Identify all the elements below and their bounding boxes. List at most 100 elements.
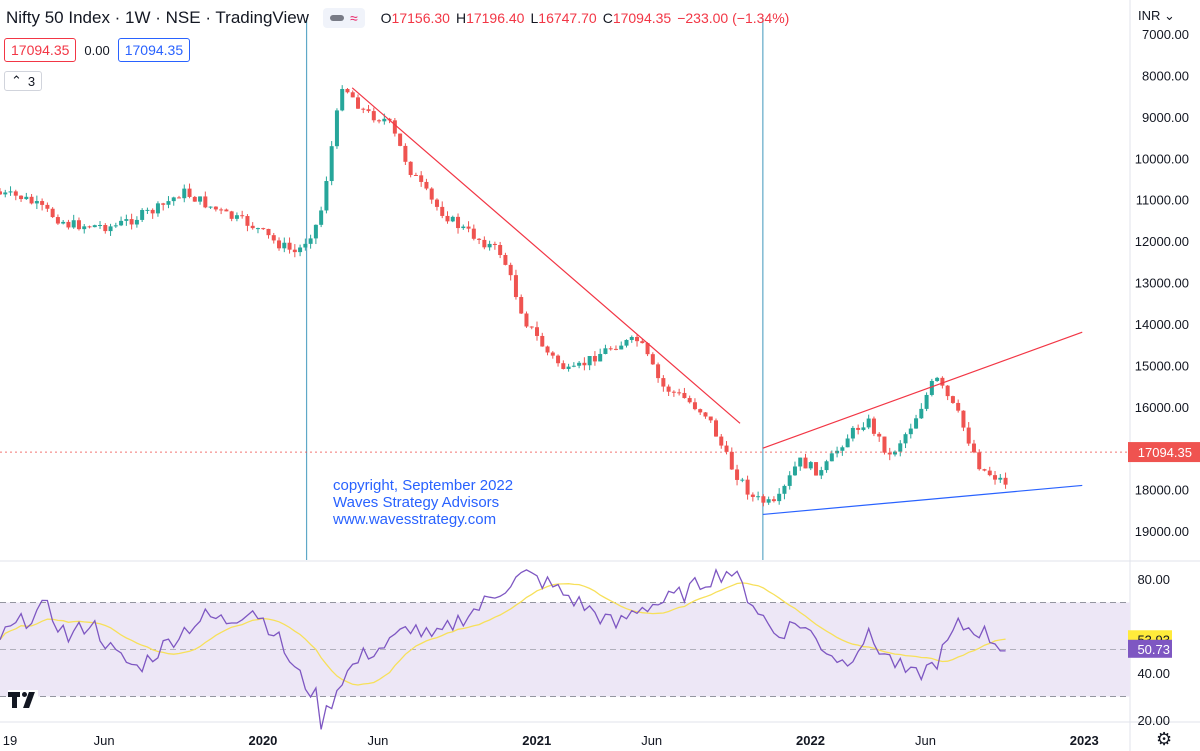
candle-body	[787, 475, 792, 486]
candle-body	[340, 88, 345, 111]
candle-body	[8, 191, 13, 193]
candle-body	[124, 219, 129, 221]
price-tick-label: 16000.00	[1135, 400, 1189, 415]
tradingview-logo-icon[interactable]	[8, 690, 38, 712]
candle-body	[1003, 477, 1008, 485]
candle-body	[145, 209, 150, 211]
candle-body	[677, 392, 682, 394]
last-price-tag	[1128, 442, 1200, 463]
candle-body	[187, 188, 192, 197]
candle-body	[556, 355, 561, 364]
candle-body	[450, 216, 455, 222]
candle-body	[350, 92, 355, 98]
candle-body	[582, 362, 587, 366]
candle-body	[887, 452, 892, 455]
time-tick-label: 2023	[1070, 733, 1099, 748]
time-tick-label: 2021	[522, 733, 551, 748]
time-tick-label: Jun	[641, 733, 662, 748]
currency-selector[interactable]: INR ⌄	[1138, 8, 1175, 24]
candle-body	[692, 402, 697, 410]
close-label: C	[602, 10, 613, 26]
candle-body	[319, 210, 324, 225]
open-value: 17156.30	[391, 10, 450, 26]
low-value: 16747.70	[538, 10, 597, 26]
candle-body	[566, 366, 571, 369]
candle-body	[893, 451, 898, 455]
sell-price-box[interactable]: 17094.35	[4, 38, 77, 62]
candle-body	[98, 225, 103, 227]
time-tick-label: Jun	[367, 733, 388, 748]
rsi-tick-label: 20.00	[1137, 713, 1170, 728]
candle-body	[919, 408, 924, 419]
candle-body	[282, 242, 287, 249]
candle-body	[587, 356, 592, 366]
gear-icon[interactable]: ⚙	[1156, 729, 1173, 749]
candle-body	[161, 203, 166, 205]
price-tick-label: 14000.00	[1135, 317, 1189, 332]
candle-body	[935, 377, 940, 381]
wave-icon[interactable]: ≈	[349, 10, 358, 26]
candle-body	[513, 275, 518, 298]
candle-body	[645, 343, 650, 355]
candle-body	[413, 174, 418, 176]
candle-body	[208, 206, 213, 208]
candle-body	[498, 244, 503, 256]
symbol-title[interactable]: Nifty 50 Index · 1W · NSE · TradingView	[6, 8, 309, 27]
candle-body	[782, 485, 787, 494]
rsi-value-tag	[1128, 639, 1172, 658]
annotation-text: copyright, September 2022 Waves Strategy …	[332, 477, 513, 528]
candle-body	[808, 462, 813, 469]
candle-body	[224, 209, 229, 212]
candle-body	[766, 499, 771, 503]
candle-body	[613, 348, 618, 350]
candle-body	[171, 197, 176, 202]
candle-body	[966, 427, 971, 444]
candle-body	[998, 477, 1003, 480]
candle-body	[703, 412, 708, 417]
candle-body	[19, 195, 24, 200]
candle-body	[3, 192, 8, 195]
candle-body	[987, 470, 992, 476]
indicator-badges[interactable]: ≈	[322, 8, 365, 28]
time-tick-label: 2020	[248, 733, 277, 748]
candle-body	[898, 443, 903, 452]
candle-body	[0, 191, 2, 195]
collapse-indicators-button[interactable]: ⌃ 3	[4, 71, 43, 91]
candle-body	[993, 475, 998, 480]
candle-body	[234, 215, 239, 219]
ohlc-readout: O17156.30 H17196.40 L16747.70 C17094.35 …	[381, 10, 790, 26]
annotation-line: www.wavesstrategy.com	[332, 511, 496, 528]
candle-body	[592, 356, 597, 362]
price-tick-label: 11000.00	[1136, 193, 1189, 208]
candle-body	[508, 264, 513, 276]
candle-body	[255, 228, 260, 230]
candle-body	[29, 196, 34, 204]
change-value: −233.00 (−1.34%)	[677, 10, 790, 26]
candle-body	[398, 133, 403, 146]
candle-body	[324, 181, 329, 211]
candle-body	[429, 188, 434, 200]
candle-body	[814, 462, 819, 476]
candle-body	[961, 410, 966, 428]
price-tick-label: 10000.00	[1135, 151, 1189, 166]
candle-body	[635, 336, 640, 342]
candle-body	[366, 109, 371, 112]
candle-body	[850, 427, 855, 439]
price-tick-label: 18000.00	[1135, 483, 1189, 498]
candle-body	[756, 496, 761, 498]
candle-body	[750, 494, 755, 497]
candle-body	[66, 221, 71, 228]
candle-body	[303, 243, 308, 248]
candle-body	[477, 238, 482, 240]
candle-body	[829, 453, 834, 462]
candle-body	[213, 206, 218, 210]
visibility-icon[interactable]	[329, 15, 344, 21]
high-label: H	[455, 10, 467, 26]
buy-price-box[interactable]: 17094.35	[117, 38, 191, 62]
chart-header: Nifty 50 Index · 1W · NSE · TradingView …	[6, 6, 789, 30]
candle-body	[166, 201, 171, 205]
candle-body	[345, 88, 350, 93]
candle-body	[82, 226, 87, 230]
red-trendline	[351, 87, 741, 424]
